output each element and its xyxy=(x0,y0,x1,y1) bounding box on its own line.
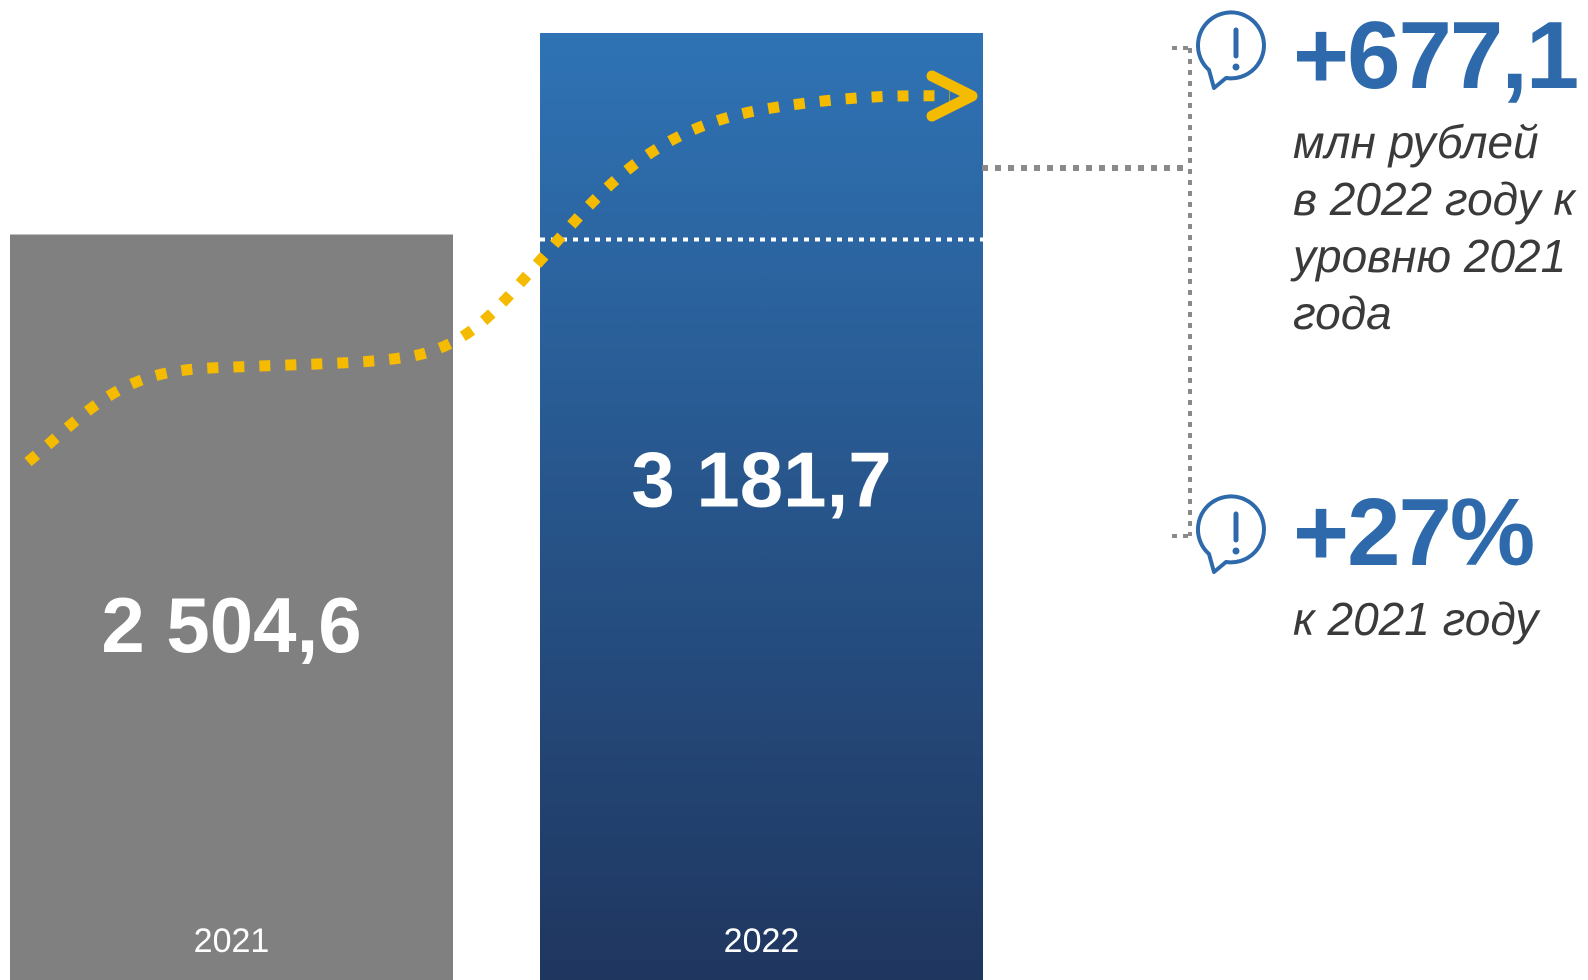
alert-speech-bubble-icon xyxy=(1195,10,1266,90)
data-label-2022: 3 181,7 xyxy=(631,435,891,523)
callout-connector xyxy=(982,46,1192,538)
callout-absolute-text: млн рублей в 2022 году к уровню 2021 год… xyxy=(1293,116,1576,339)
alert-speech-bubble-icon xyxy=(1195,494,1266,574)
callout-percent-increase: +27% к 2021 году xyxy=(1293,485,1538,648)
trend-arrow xyxy=(24,90,951,467)
callout-absolute-value: +677,1 xyxy=(1293,2,1579,109)
bar-2022 xyxy=(540,32,983,980)
data-label-2021: 2 504,6 xyxy=(101,581,361,669)
callout-percent-text: к 2021 году xyxy=(1293,593,1539,645)
trend-arrow-head-icon xyxy=(926,70,978,122)
callout-absolute-increase: +677,1 млн рублей в 2022 году к уровню 2… xyxy=(1293,2,1579,342)
category-label-2021: 2021 xyxy=(194,922,270,960)
callout-percent-value: +27% xyxy=(1293,479,1535,586)
bar-2021 xyxy=(10,234,453,980)
category-label-2022: 2022 xyxy=(724,922,800,960)
